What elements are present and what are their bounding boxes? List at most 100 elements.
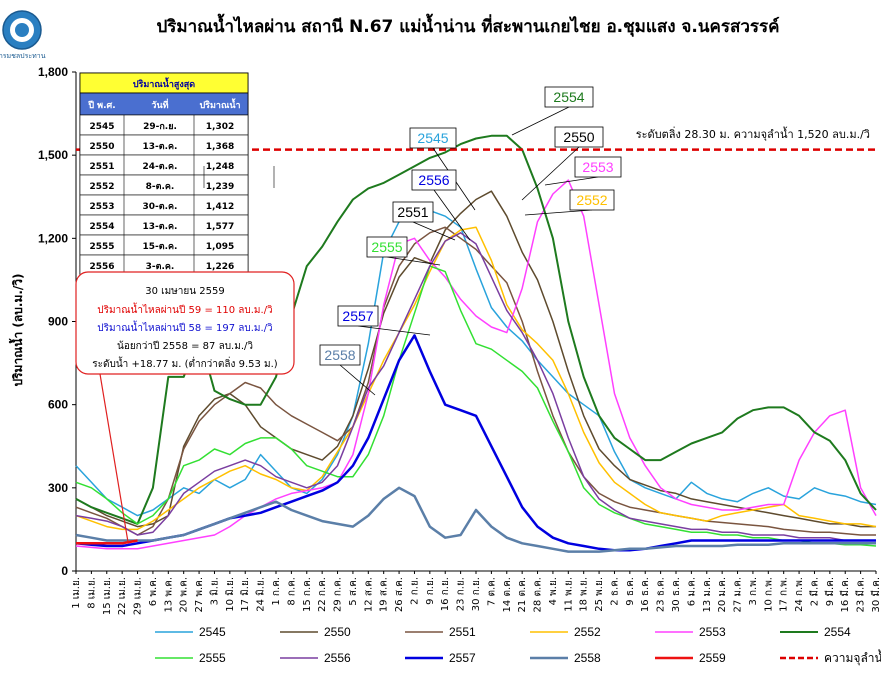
x-tick-label: 1 ก.ค.: [271, 577, 282, 606]
callout-box-2554: [544, 86, 594, 108]
x-tick-label: 17 มิ.ย.: [240, 577, 251, 612]
table-cell: 2550: [89, 142, 114, 152]
x-tick-label: 12 ส.ค.: [363, 577, 374, 612]
x-tick-label: 29 ก.ค.: [333, 577, 344, 612]
x-tick-label: 28 ต.ค.: [533, 577, 544, 612]
series-line-2559: [76, 539, 138, 545]
x-tick-label: 18 พ.ย.: [579, 577, 590, 612]
callout-box-2556: [411, 169, 457, 191]
series-line-2558: [75, 486, 876, 553]
table-cell: 30-ต.ค.: [143, 202, 178, 212]
table-title: ปริมาณน้ำสูงสุด: [133, 77, 195, 90]
legend-label-2555: 2555: [199, 651, 226, 665]
x-tick-label: 7 ต.ค.: [486, 577, 497, 606]
callout-box-2545: [409, 127, 457, 149]
callout-box-2550: [554, 126, 604, 148]
table-header-year: ปี พ.ศ.: [87, 100, 116, 111]
legend-label-2557: 2557: [449, 651, 476, 665]
table-cell: 8-ต.ค.: [146, 182, 175, 192]
x-tick-label: 26 ส.ค.: [394, 577, 405, 612]
callout-label-2553: 2553: [582, 159, 613, 175]
table-header-date: วันที่: [151, 98, 168, 111]
table-cell: 2556: [89, 262, 114, 272]
x-tick-label: 25 พ.ย.: [594, 577, 605, 612]
x-tick-label: 30 ก.ย.: [471, 577, 482, 611]
x-tick-label: 22 ก.ค.: [317, 577, 328, 612]
legend-label-2556: 2556: [324, 651, 351, 665]
callout-pointer-2553: [544, 176, 599, 186]
x-tick-label: 15 ก.ค.: [302, 577, 313, 612]
x-tick-label: 27 พ.ค.: [194, 577, 205, 613]
table-cell: 1,226: [206, 262, 234, 272]
callout-label-2556: 2556: [418, 172, 449, 188]
note-date: 30 เมษายน 2559: [145, 286, 224, 297]
table-cell: 24-ต.ค.: [143, 162, 178, 172]
y-axis-label: ปริมาณน้ำ (ลบ.ม./วิ): [8, 273, 25, 386]
x-tick-label: 30 มี.ค.: [870, 577, 881, 613]
x-tick-label: 9 ก.ย.: [425, 577, 436, 605]
x-tick-label: 2 ธ.ค.: [609, 577, 620, 606]
callout-label-2551: 2551: [397, 204, 428, 220]
x-tick-label: 3 มิ.ย.: [209, 577, 220, 605]
series-line-2545: [75, 209, 877, 517]
x-tick-label: 23 มี.ค.: [855, 577, 867, 613]
x-tick-label: 29 เม.ย.: [133, 577, 144, 615]
x-tick-label: 27 ม.ค.: [733, 577, 744, 613]
callout-pointer-2550: [521, 146, 580, 201]
x-tick-label: 17 ก.พ.: [779, 577, 790, 612]
x-tick-label: 6 พ.ค.: [148, 577, 159, 606]
x-tick-label: 10 ก.พ.: [763, 577, 774, 612]
x-tick-label: 30 ธ.ค.: [671, 577, 682, 612]
note-line-2: ปริมาณน้ำไหลผ่านปี 58 = 197 ลบ.ม./วิ: [97, 320, 272, 334]
callout-box-2558: [319, 344, 361, 366]
callout-pointer-2552: [524, 209, 593, 216]
series-line-2556: [75, 232, 876, 542]
x-tick-label: 6 ม.ค.: [686, 577, 697, 606]
x-tick-label: 3 ก.พ.: [748, 577, 759, 606]
callout-pointer-2556: [433, 189, 471, 241]
legend-label-2553: 2553: [699, 625, 726, 639]
y-tick-label: 1,500: [38, 148, 68, 162]
callout-pointer-2551: [412, 221, 456, 241]
series-line-2552: [75, 226, 877, 531]
table-cell: 13-ต.ค.: [143, 142, 178, 152]
x-tick-label: 8 ก.ค.: [286, 577, 297, 606]
callout-label-2552: 2552: [576, 192, 607, 208]
callout-box-2552: [569, 189, 615, 211]
y-tick-label: 0: [61, 564, 68, 578]
legend-label-2552: 2552: [574, 625, 601, 639]
table-cell: 2555: [89, 242, 114, 252]
table-cell: 2545: [89, 122, 114, 132]
x-tick-label: 9 มี.ค.: [824, 577, 836, 606]
critical-capacity-label: ระดับตลิ่ง 28.30 ม. ความจุลำน้ำ 1,520 ลบ…: [636, 126, 870, 141]
x-tick-label: 20 ม.ค.: [717, 577, 728, 613]
callout-box-2557: [337, 305, 379, 327]
legend-label-2545: 2545: [199, 625, 226, 639]
table-cell: 2554: [89, 222, 114, 232]
y-tick-label: 300: [48, 481, 68, 495]
x-tick-label: 14 ต.ค.: [502, 577, 513, 612]
table-cell: 3-ต.ค.: [146, 262, 175, 272]
table-cell: 15-ต.ค.: [143, 242, 178, 252]
table-cell: 1,248: [206, 162, 234, 172]
x-tick-label: 22 เม.ย.: [117, 577, 128, 615]
note-line-3: น้อยกว่าปี 2558 = 87 ลบ.ม./วิ: [117, 340, 253, 352]
series-line-2555: [75, 265, 877, 547]
series-line-2553: [75, 179, 877, 550]
legend-label-2558: 2558: [574, 651, 601, 665]
x-tick-label: 13 พ.ค.: [163, 577, 174, 613]
x-tick-label: 9 ธ.ค.: [625, 577, 636, 606]
x-tick-label: 23 ธ.ค.: [656, 577, 667, 612]
x-tick-label: 4 พ.ย.: [548, 577, 559, 605]
x-tick-label: 1 เม.ย.: [71, 577, 82, 609]
x-tick-label: 24 มิ.ย.: [256, 577, 267, 612]
x-tick-label: 19 ส.ค.: [379, 577, 390, 612]
callout-label-2555: 2555: [371, 239, 402, 255]
callout-box-2555: [366, 236, 408, 258]
rid-logo: กรมชลประทาน: [0, 10, 46, 60]
x-tick-label: 13 ม.ค.: [702, 577, 713, 613]
legend-label-2551: 2551: [449, 625, 476, 639]
table-header-flow: ปริมาณน้ำ: [199, 98, 240, 111]
x-tick-label: 8 เม.ย.: [86, 577, 97, 609]
